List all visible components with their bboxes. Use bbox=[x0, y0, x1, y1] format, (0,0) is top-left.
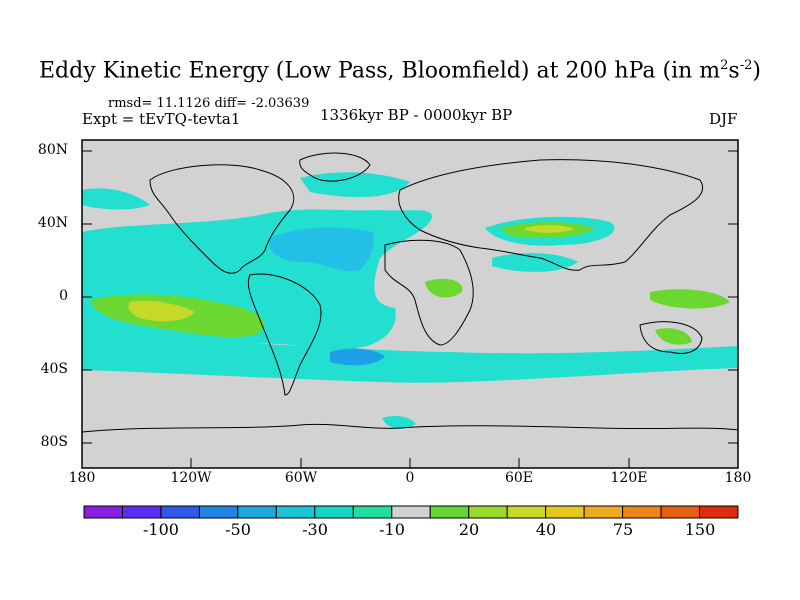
colorbar-swatch bbox=[699, 505, 739, 519]
field-nh-high bbox=[300, 172, 410, 198]
colorbar bbox=[83, 505, 739, 519]
x-label-0: 0 bbox=[405, 470, 415, 486]
map-panel bbox=[81, 139, 739, 469]
north-america-coast bbox=[149, 164, 295, 274]
field-africa-green bbox=[425, 278, 463, 298]
colorbar-label: -100 bbox=[143, 520, 179, 539]
colorbar-label: -10 bbox=[379, 520, 405, 539]
x-label-180w: 180 bbox=[68, 470, 96, 486]
colorbar-label: -50 bbox=[225, 520, 251, 539]
y-label-40n: 40N bbox=[37, 215, 68, 231]
colorbar-swatch bbox=[352, 505, 393, 519]
field-north-atlantic-blue bbox=[269, 227, 374, 272]
colorbar-swatch bbox=[545, 505, 585, 519]
season-label: DJF bbox=[709, 110, 738, 128]
colorbar-swatch bbox=[468, 505, 508, 519]
field-south-core bbox=[330, 348, 385, 366]
colorbar-swatch bbox=[391, 505, 431, 519]
colorbar-swatch bbox=[583, 505, 624, 519]
coastlines bbox=[81, 152, 739, 433]
y-label-40s: 40S bbox=[40, 361, 68, 377]
colorbar-swatch bbox=[275, 505, 316, 519]
colorbar-label: -30 bbox=[302, 520, 328, 539]
field-eq-pacific-core bbox=[128, 300, 195, 322]
colorbar-swatch bbox=[660, 505, 701, 519]
greenland-coast bbox=[299, 152, 371, 182]
colorbar-swatch bbox=[622, 505, 662, 519]
colorbar-swatch bbox=[198, 505, 239, 519]
antarctica-coast bbox=[81, 423, 739, 433]
colorbar-swatch bbox=[429, 505, 470, 519]
plot-title: Eddy Kinetic Energy (Low Pass, Bloomfiel… bbox=[39, 58, 761, 84]
colorbar-label: 40 bbox=[535, 520, 557, 539]
field-pacific-nw bbox=[82, 188, 150, 210]
y-label-0: 0 bbox=[59, 288, 68, 304]
colorbar-swatch bbox=[314, 505, 354, 519]
colorbar-label: 150 bbox=[684, 520, 716, 539]
anomaly-fields bbox=[82, 172, 738, 429]
australia-coast bbox=[639, 321, 703, 354]
axis-ticks bbox=[81, 150, 739, 468]
rmsd-label: rmsd= 11.1126 diff= -2.03639 bbox=[108, 96, 310, 111]
x-label-180e: 180 bbox=[724, 470, 752, 486]
field-south-band bbox=[82, 339, 738, 383]
field-aus bbox=[655, 328, 692, 345]
x-label-120e: 120E bbox=[610, 470, 648, 486]
colorbar-swatch bbox=[121, 505, 162, 519]
period-label: 1336kyr BP - 0000kyr BP bbox=[320, 106, 513, 124]
y-label-80s: 80S bbox=[40, 434, 68, 450]
x-label-60w: 60W bbox=[284, 470, 318, 486]
x-label-120w: 120W bbox=[170, 470, 212, 486]
eurasia-coast bbox=[398, 159, 703, 271]
africa-coast bbox=[384, 239, 474, 346]
south-america-coast bbox=[247, 273, 322, 396]
y-label-80n: 80N bbox=[37, 142, 68, 158]
field-arabia bbox=[492, 253, 578, 272]
field-antarctic bbox=[382, 416, 416, 429]
colorbar-swatch bbox=[160, 505, 200, 519]
colorbar-label: 75 bbox=[612, 520, 634, 539]
colorbar-label: 20 bbox=[458, 520, 480, 539]
x-label-60e: 60E bbox=[504, 470, 534, 486]
experiment-label: Expt = tEvTQ-tevta1 bbox=[82, 110, 241, 128]
field-asia-yellow bbox=[525, 225, 575, 233]
field-east-pacific bbox=[650, 289, 730, 309]
colorbar-swatch bbox=[237, 505, 277, 519]
colorbar-swatch bbox=[506, 505, 547, 519]
colorbar-swatch bbox=[83, 505, 123, 519]
